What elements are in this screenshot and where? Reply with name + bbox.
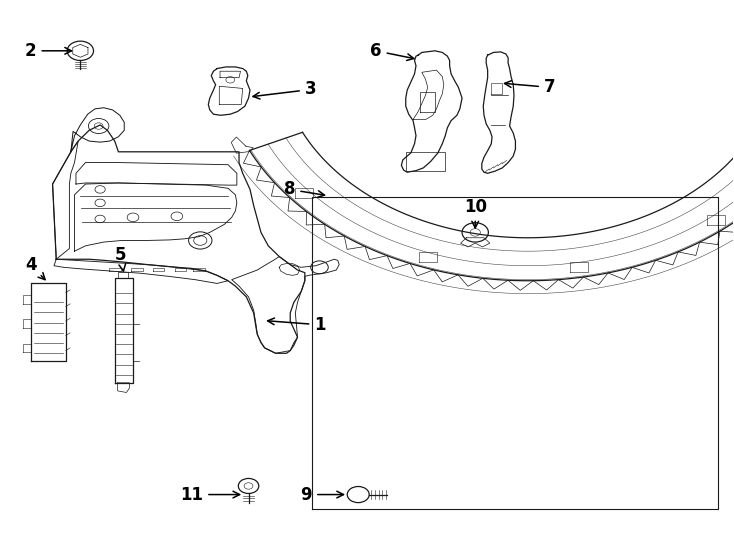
Text: 8: 8 xyxy=(284,180,324,198)
Text: 7: 7 xyxy=(504,78,556,96)
Text: 5: 5 xyxy=(115,246,126,271)
Text: 3: 3 xyxy=(253,80,316,99)
Text: 11: 11 xyxy=(181,485,240,504)
Text: 2: 2 xyxy=(25,42,71,60)
Text: 10: 10 xyxy=(464,198,487,228)
Text: 6: 6 xyxy=(370,42,414,60)
Text: 1: 1 xyxy=(268,316,326,334)
Text: 9: 9 xyxy=(300,485,344,504)
Text: 4: 4 xyxy=(25,255,45,280)
